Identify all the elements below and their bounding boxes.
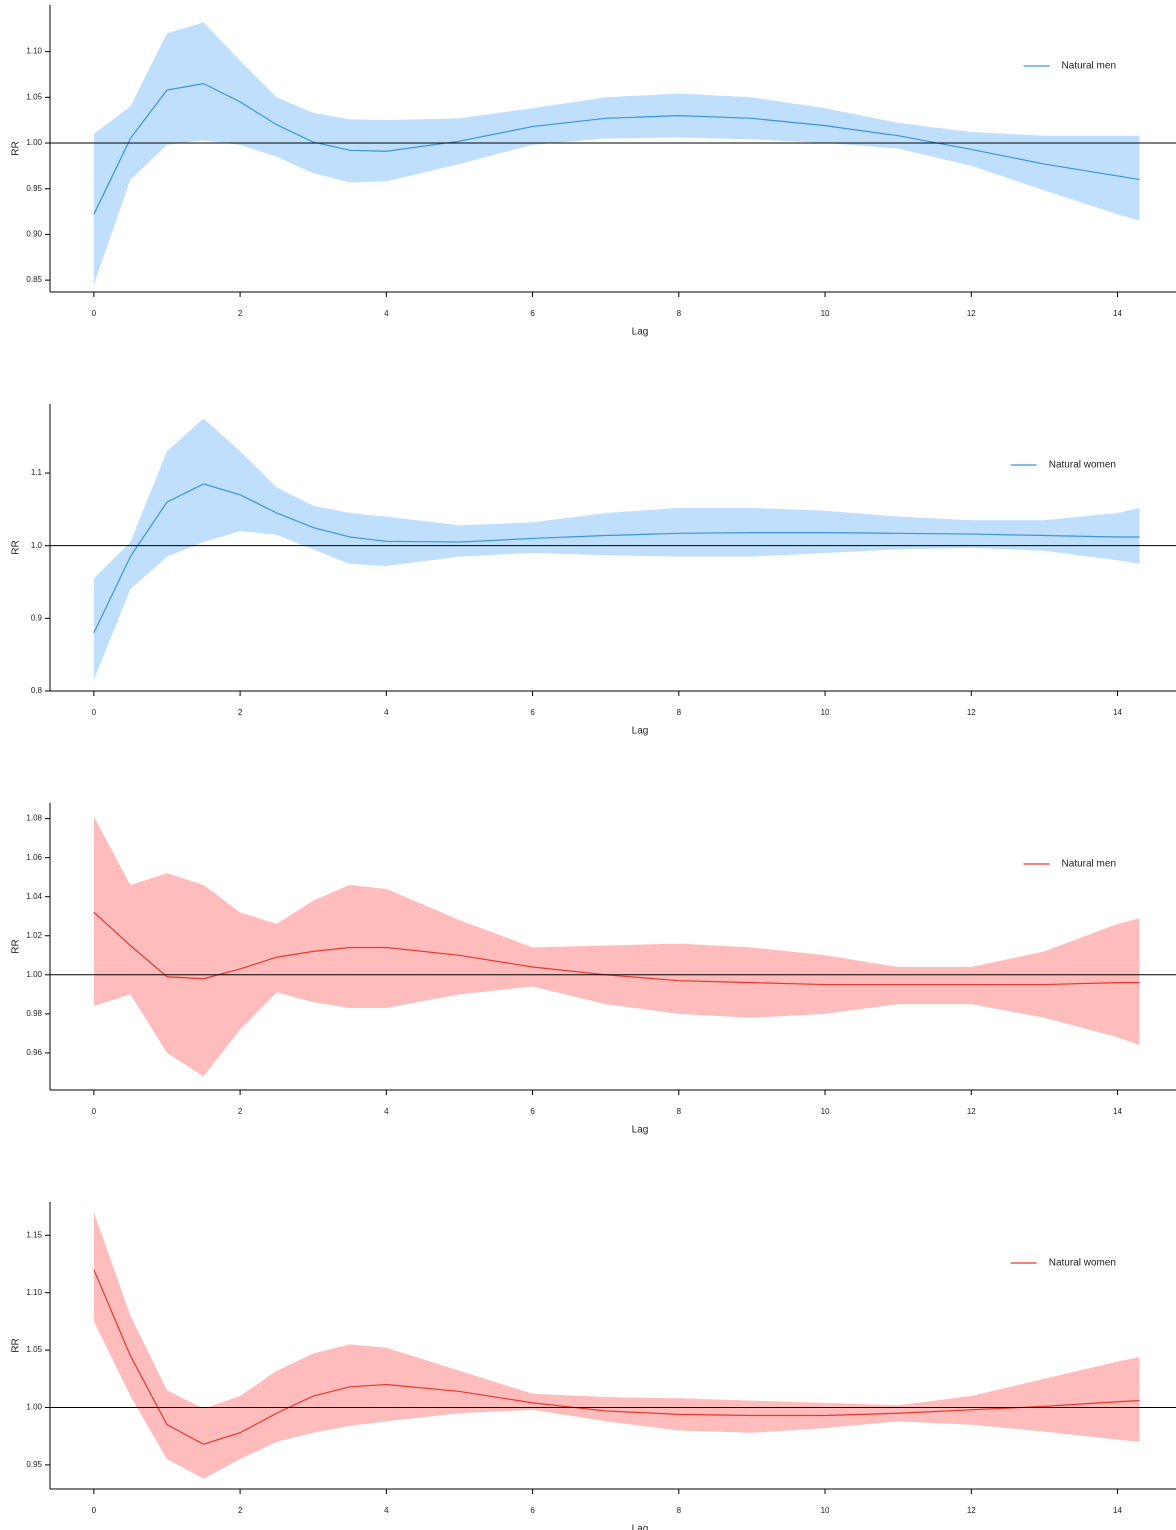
confidence-band — [93, 22, 1140, 285]
x-tick-label: 0 — [92, 1506, 97, 1515]
panel: 0.8 0.9 1.0 1.1 0 2 4 6 8 10 12 14 Lag RR Natural wome… — [11, 404, 1176, 737]
x-tick-label: 14 — [1113, 309, 1122, 318]
y-tick-label: 0.90 — [26, 230, 42, 239]
x-axis-label: Lag — [632, 327, 649, 338]
y-axis-label: RR — [11, 141, 22, 155]
x-tick-label: 8 — [677, 708, 682, 717]
y-tick-label: 0.9 — [31, 613, 43, 622]
confidence-band — [93, 418, 1140, 681]
x-tick-label: 14 — [1113, 1107, 1122, 1116]
y-axis-label: RR — [11, 939, 22, 953]
x-tick-label: 6 — [530, 1107, 535, 1116]
x-tick-label: 2 — [238, 708, 243, 717]
y-tick-label: 0.96 — [26, 1048, 42, 1057]
x-tick-label: 2 — [238, 1506, 243, 1515]
y-axis-label: RR — [11, 1338, 22, 1352]
y-tick-label: 1.05 — [26, 92, 42, 101]
x-tick-label: 6 — [530, 708, 535, 717]
legend-label: Natural men — [1062, 61, 1116, 72]
y-tick-label: 0.85 — [26, 275, 42, 284]
x-tick-label: 12 — [967, 1506, 976, 1515]
y-tick-label: 1.05 — [26, 1345, 42, 1354]
panel: 0.85 0.90 0.95 1.00 1.05 1.10 0 2 4 6 8 10 12 14 Lag RR… — [11, 5, 1176, 338]
x-axis-label: Lag — [632, 726, 649, 737]
y-tick-label: 0.95 — [26, 1460, 42, 1469]
x-tick-label: 10 — [821, 1107, 830, 1116]
x-tick-label: 6 — [530, 309, 535, 318]
confidence-band — [93, 816, 1140, 1077]
x-tick-label: 10 — [821, 309, 830, 318]
x-tick-label: 4 — [384, 1506, 389, 1515]
x-tick-label: 6 — [530, 1506, 535, 1515]
y-tick-label: 1.10 — [26, 47, 42, 56]
x-tick-label: 4 — [384, 309, 389, 318]
x-tick-label: 8 — [677, 309, 682, 318]
x-tick-label: 2 — [238, 309, 243, 318]
series-line — [93, 483, 1140, 634]
x-tick-label: 14 — [1113, 1506, 1122, 1515]
y-tick-label: 1.1 — [31, 468, 43, 477]
y-tick-label: 1.00 — [26, 970, 42, 979]
x-tick-label: 0 — [92, 309, 97, 318]
x-tick-label: 10 — [821, 1506, 830, 1515]
x-tick-label: 0 — [92, 1107, 97, 1116]
y-tick-label: 1.0 — [31, 541, 43, 550]
y-tick-label: 1.00 — [26, 1403, 42, 1412]
y-tick-label: 1.10 — [26, 1288, 42, 1297]
y-tick-label: 0.98 — [26, 1009, 42, 1018]
y-tick-label: 1.08 — [26, 814, 42, 823]
y-tick-label: 1.02 — [26, 931, 42, 940]
series-line — [93, 911, 1140, 986]
y-tick-label: 0.95 — [26, 184, 42, 193]
x-tick-label: 12 — [967, 708, 976, 717]
legend-label: Natural women — [1049, 1258, 1116, 1269]
x-axis-label: Lag — [632, 1125, 649, 1136]
x-tick-label: 4 — [384, 1107, 389, 1116]
y-tick-label: 0.8 — [31, 686, 43, 695]
y-tick-label: 1.04 — [26, 892, 42, 901]
x-tick-label: 14 — [1113, 708, 1122, 717]
panel: 0.95 1.00 1.05 1.10 1.15 0 2 4 6 8 10 12 14 Lag RR Natu… — [11, 1202, 1176, 1530]
x-tick-label: 0 — [92, 708, 97, 717]
x-tick-label: 8 — [677, 1107, 682, 1116]
series-line — [93, 1269, 1140, 1445]
confidence-band — [93, 1212, 1140, 1479]
x-axis-label: Lag — [632, 1524, 649, 1530]
panel: 0.96 0.98 1.00 1.02 1.04 1.06 1.08 0 2 4 6 8 10 12 14 L… — [11, 803, 1176, 1136]
x-tick-label: 8 — [677, 1506, 682, 1515]
x-tick-label: 4 — [384, 708, 389, 717]
legend-label: Natural women — [1049, 460, 1116, 471]
y-axis-label: RR — [11, 540, 22, 554]
x-tick-label: 2 — [238, 1107, 243, 1116]
legend-label: Natural men — [1062, 859, 1116, 870]
y-tick-label: 1.15 — [26, 1230, 42, 1239]
y-tick-label: 1.06 — [26, 853, 42, 862]
x-tick-label: 10 — [821, 708, 830, 717]
y-tick-label: 1.00 — [26, 138, 42, 147]
x-tick-label: 12 — [967, 1107, 976, 1116]
x-tick-label: 12 — [967, 309, 976, 318]
series-line — [93, 82, 1140, 215]
